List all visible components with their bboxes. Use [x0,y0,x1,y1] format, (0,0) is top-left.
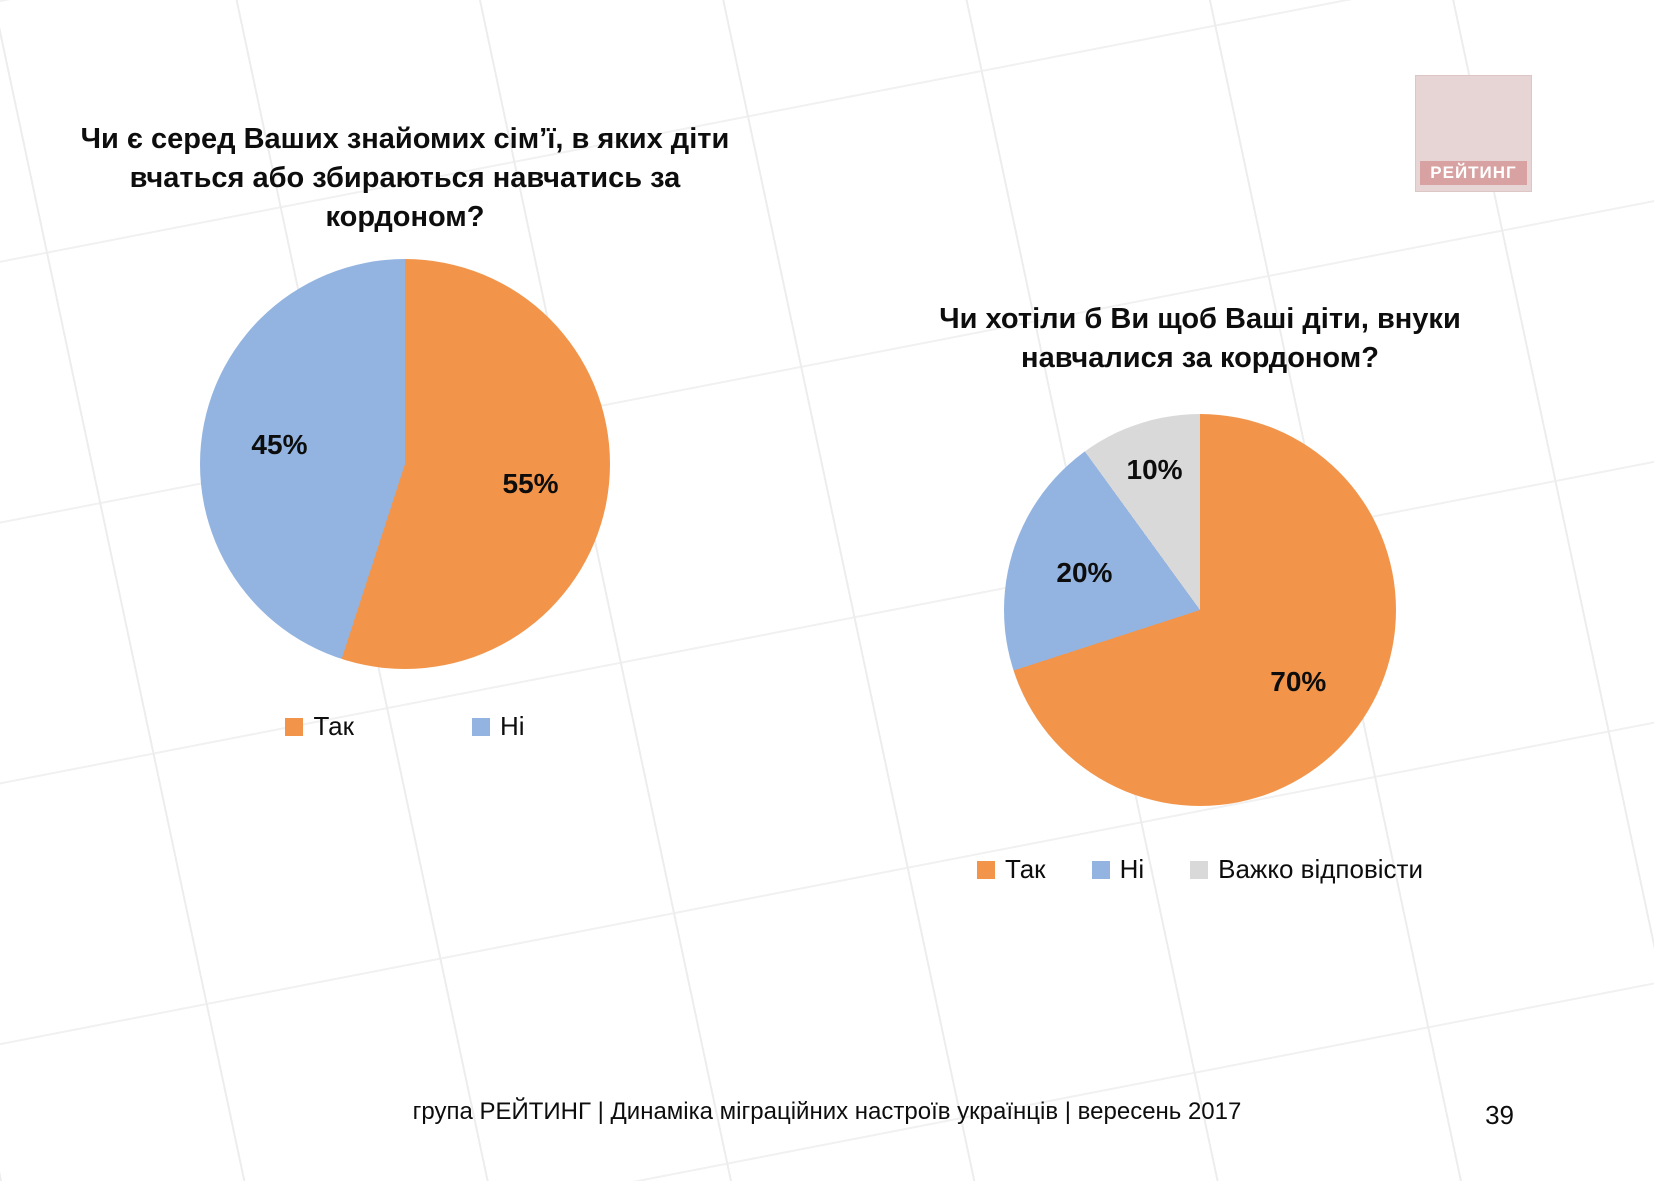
pie-value-label: 45% [251,428,308,460]
chart-left-title: Чи є серед Ваших знайомих сім’ї, в яких … [80,123,730,234]
pie-value-label: 10% [1126,454,1183,486]
legend-item: Так [977,854,1046,885]
page-number: 39 [1485,1100,1514,1130]
legend-label: Так [1005,854,1046,885]
legend-label: Ні [1119,854,1145,885]
chart-right: Чи хотіли б Ви щоб Ваші діти, внуки навч… [880,300,1520,885]
legend-swatch [1091,860,1110,879]
rating-group-logo: РЕЙТИНГ [1415,75,1532,192]
legend-item: Ні [1091,854,1145,885]
footer-text: група РЕЙТИНГ | Динаміка міграційних нас… [412,1098,1242,1125]
legend-item: Так [285,711,354,742]
legend-swatch [1190,860,1209,879]
pie-value-label: 20% [1056,556,1113,588]
legend-item: Важко відповісти [1190,854,1423,885]
chart-left-legend: Так Ні [60,711,750,742]
legend-swatch [977,860,995,879]
pie-value-label: 70% [1270,665,1327,697]
logo-text: РЕЙТИНГ [1420,161,1527,185]
chart-right-legend: Так Ні Важко відповісти [880,854,1520,885]
pie-chart-left: 55% 45% [200,259,610,670]
legend-label: Важко відповісти [1218,854,1423,885]
legend-swatch [472,717,490,736]
legend-label: Ні [500,711,525,742]
legend-swatch [285,717,304,736]
chart-left: Чи є серед Ваших знайомих сім’ї, в яких … [60,120,750,742]
pie-chart-right: 70% 20% 10% [1004,414,1396,807]
chart-right-title: Чи хотіли б Ви щоб Ваші діти, внуки навч… [939,303,1461,375]
legend-item: Ні [472,711,525,742]
pie-value-label: 55% [502,468,559,500]
legend-label: Так [313,711,354,742]
